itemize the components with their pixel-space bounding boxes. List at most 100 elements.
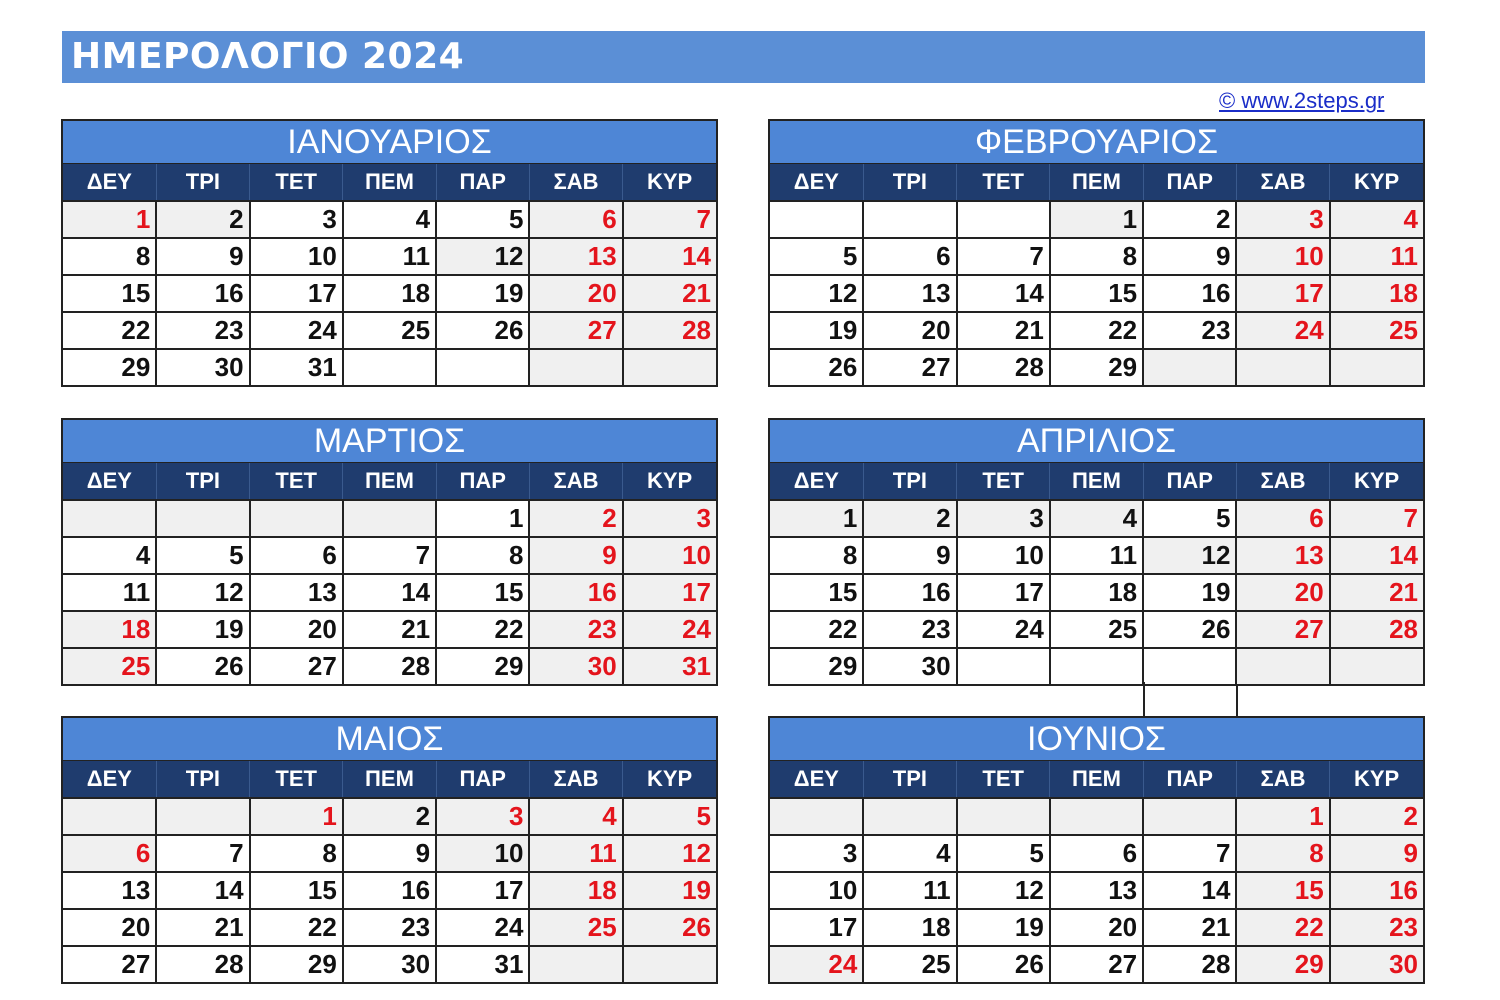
week-row: 26 27 28 29 bbox=[770, 348, 1423, 385]
day-cell: 1 bbox=[248, 797, 344, 836]
copyright-link[interactable]: © www.2steps.gr bbox=[1219, 88, 1385, 113]
divider-line bbox=[1143, 682, 1145, 718]
weekday-header: ΔΕΥ bbox=[63, 463, 157, 500]
day-cell: 29 bbox=[770, 647, 865, 684]
week-row: 18 19 20 21 22 23 24 bbox=[63, 610, 716, 649]
day-cell: 22 bbox=[770, 610, 865, 649]
day-cell: 4 bbox=[528, 797, 624, 836]
day-cell: 19 bbox=[621, 871, 716, 910]
day-cell: 25 bbox=[528, 908, 624, 947]
day-cell: 30 bbox=[862, 647, 958, 684]
day-cell: 29 bbox=[1235, 945, 1331, 982]
weekday-header-row: ΔΕΥ ΤΡΙ ΤΕΤ ΠΕΜ ΠΑΡ ΣΑΒ ΚΥΡ bbox=[63, 164, 716, 201]
day-cell: 27 bbox=[63, 945, 158, 982]
day-cell: 19 bbox=[770, 311, 865, 350]
day-cell bbox=[1048, 797, 1145, 836]
day-cell: 23 bbox=[1328, 908, 1423, 947]
day-cell: 16 bbox=[862, 573, 958, 612]
weekday-header: ΔΕΥ bbox=[770, 164, 864, 201]
weekday-header: ΠΕΜ bbox=[1049, 463, 1144, 500]
day-cell: 15 bbox=[1048, 274, 1145, 313]
day-cell bbox=[341, 499, 438, 538]
day-cell: 7 bbox=[1328, 499, 1423, 538]
weekday-header: ΠΕΜ bbox=[342, 463, 437, 500]
month-name: ΦΕΒΡΟΥΑΡΙΟΣ bbox=[770, 121, 1423, 164]
weekday-header: ΔΕΥ bbox=[770, 761, 864, 798]
day-cell: 24 bbox=[621, 610, 716, 649]
month-block-january: ΙΑΝΟΥΑΡΙΟΣ ΔΕΥ ΤΡΙ ΤΕΤ ΠΕΜ ΠΑΡ ΣΑΒ ΚΥΡ 1 2 3 4 5 6 7 8 9… bbox=[61, 119, 718, 387]
day-cell: 6 bbox=[1235, 499, 1331, 538]
day-cell: 1 bbox=[63, 200, 158, 239]
day-cell bbox=[955, 647, 1051, 684]
weekday-header: ΤΕΤ bbox=[249, 761, 344, 798]
weekday-header: ΤΕΤ bbox=[956, 164, 1051, 201]
day-cell: 4 bbox=[862, 834, 958, 873]
day-cell: 17 bbox=[621, 573, 716, 612]
day-cell: 13 bbox=[1235, 536, 1331, 575]
day-cell: 28 bbox=[955, 348, 1051, 385]
week-row: 24 25 26 27 28 29 30 bbox=[770, 945, 1423, 982]
weekday-header: ΔΕΥ bbox=[770, 463, 864, 500]
day-cell bbox=[1235, 348, 1331, 385]
day-cell: 17 bbox=[1235, 274, 1331, 313]
day-cell: 28 bbox=[1142, 945, 1238, 982]
week-row: 22 23 24 25 26 27 28 bbox=[63, 311, 716, 350]
day-cell: 24 bbox=[955, 610, 1051, 649]
day-cell bbox=[1328, 647, 1423, 684]
week-row: 5 6 7 8 9 10 11 bbox=[770, 237, 1423, 276]
day-cell: 7 bbox=[955, 237, 1051, 276]
weekday-header: ΤΡΙ bbox=[863, 761, 958, 798]
day-cell: 28 bbox=[621, 311, 716, 350]
day-cell: 8 bbox=[770, 536, 865, 575]
day-cell bbox=[862, 797, 958, 836]
weekday-header: ΠΕΜ bbox=[1049, 164, 1144, 201]
weekday-header: ΤΡΙ bbox=[156, 164, 251, 201]
day-cell: 2 bbox=[1328, 797, 1423, 836]
weekday-header: ΤΕΤ bbox=[956, 463, 1051, 500]
week-row: 11 12 13 14 15 16 17 bbox=[63, 573, 716, 612]
week-row: 20 21 22 23 24 25 26 bbox=[63, 908, 716, 947]
day-cell bbox=[1142, 647, 1238, 684]
day-cell: 2 bbox=[341, 797, 438, 836]
day-cell: 8 bbox=[248, 834, 344, 873]
day-cell: 12 bbox=[155, 573, 251, 612]
week-row: 6 7 8 9 10 11 12 bbox=[63, 834, 716, 873]
day-cell: 25 bbox=[1048, 610, 1145, 649]
day-cell: 23 bbox=[1142, 311, 1238, 350]
day-cell: 10 bbox=[1235, 237, 1331, 276]
month-name: ΙΑΝΟΥΑΡΙΟΣ bbox=[63, 121, 716, 164]
weekday-header-row: ΔΕΥ ΤΡΙ ΤΕΤ ΠΕΜ ΠΑΡ ΣΑΒ ΚΥΡ bbox=[770, 761, 1423, 798]
day-cell: 3 bbox=[621, 499, 716, 538]
day-cell: 30 bbox=[528, 647, 624, 684]
day-cell: 26 bbox=[155, 647, 251, 684]
day-cell: 14 bbox=[1328, 536, 1423, 575]
day-cell: 16 bbox=[341, 871, 438, 910]
day-cell: 14 bbox=[1142, 871, 1238, 910]
calendar-title: ΗΜΕΡΟΛΟΓΙΟ 2024 bbox=[62, 31, 1425, 83]
day-cell: 1 bbox=[1235, 797, 1331, 836]
weekday-header: ΠΑΡ bbox=[1143, 761, 1237, 798]
day-cell: 20 bbox=[1048, 908, 1145, 947]
day-cell bbox=[1142, 797, 1238, 836]
day-cell: 18 bbox=[63, 610, 158, 649]
weekday-header: ΠΑΡ bbox=[1143, 463, 1237, 500]
month-block-may: ΜΑΙΟΣ ΔΕΥ ΤΡΙ ΤΕΤ ΠΕΜ ΠΑΡ ΣΑΒ ΚΥΡ 1 2 3 4 5 6 7 8 9 10 11 1… bbox=[61, 716, 718, 984]
day-cell: 24 bbox=[248, 311, 344, 350]
day-cell: 13 bbox=[248, 573, 344, 612]
day-cell bbox=[862, 200, 958, 239]
day-cell: 11 bbox=[862, 871, 958, 910]
day-cell: 19 bbox=[1142, 573, 1238, 612]
day-cell: 2 bbox=[528, 499, 624, 538]
day-cell: 16 bbox=[1142, 274, 1238, 313]
day-cell: 6 bbox=[63, 834, 158, 873]
day-cell: 5 bbox=[155, 536, 251, 575]
day-cell: 22 bbox=[1235, 908, 1331, 947]
day-cell: 5 bbox=[1142, 499, 1238, 538]
month-name: ΜΑΙΟΣ bbox=[63, 718, 716, 761]
day-cell: 11 bbox=[1048, 536, 1145, 575]
day-cell: 20 bbox=[1235, 573, 1331, 612]
week-row: 25 26 27 28 29 30 31 bbox=[63, 647, 716, 684]
